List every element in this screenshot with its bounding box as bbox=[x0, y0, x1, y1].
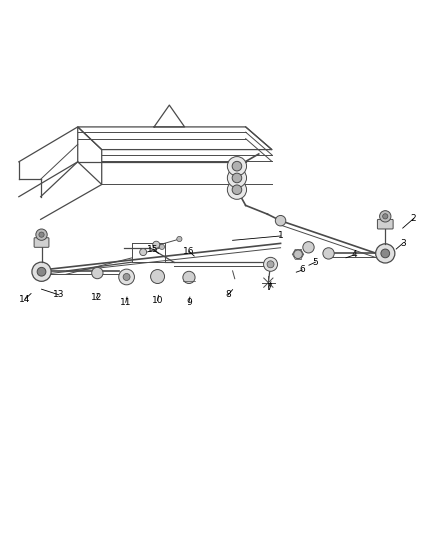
Circle shape bbox=[139, 248, 146, 256]
Text: 11: 11 bbox=[120, 298, 131, 307]
Circle shape bbox=[227, 180, 246, 199]
Text: 5: 5 bbox=[312, 257, 318, 266]
Circle shape bbox=[123, 273, 130, 280]
Text: 9: 9 bbox=[186, 298, 191, 307]
Circle shape bbox=[263, 257, 277, 271]
Circle shape bbox=[118, 269, 134, 285]
Circle shape bbox=[150, 270, 164, 284]
Circle shape bbox=[232, 173, 241, 183]
Circle shape bbox=[227, 157, 246, 176]
Circle shape bbox=[92, 268, 103, 279]
Circle shape bbox=[375, 244, 394, 263]
Text: 7: 7 bbox=[265, 282, 271, 292]
Text: 16: 16 bbox=[183, 247, 194, 256]
Circle shape bbox=[275, 215, 285, 226]
Circle shape bbox=[322, 248, 333, 259]
Text: 4: 4 bbox=[351, 250, 357, 259]
Circle shape bbox=[152, 241, 159, 248]
Text: 2: 2 bbox=[410, 214, 416, 223]
Text: 12: 12 bbox=[91, 293, 102, 302]
Text: 13: 13 bbox=[53, 290, 64, 300]
Circle shape bbox=[159, 244, 164, 249]
Circle shape bbox=[380, 249, 389, 258]
Circle shape bbox=[36, 229, 47, 240]
Circle shape bbox=[232, 161, 241, 171]
Text: 6: 6 bbox=[299, 265, 304, 274]
FancyBboxPatch shape bbox=[377, 220, 392, 229]
Circle shape bbox=[177, 237, 182, 241]
Circle shape bbox=[232, 185, 241, 195]
Circle shape bbox=[32, 262, 51, 281]
Circle shape bbox=[302, 241, 314, 253]
Circle shape bbox=[227, 168, 246, 188]
Text: 15: 15 bbox=[147, 245, 159, 254]
Text: 8: 8 bbox=[225, 290, 230, 300]
Text: 14: 14 bbox=[19, 295, 31, 304]
Text: 10: 10 bbox=[152, 296, 163, 305]
Circle shape bbox=[266, 261, 273, 268]
Text: 3: 3 bbox=[399, 239, 405, 248]
Circle shape bbox=[183, 271, 194, 284]
Circle shape bbox=[37, 268, 46, 276]
Circle shape bbox=[293, 250, 302, 259]
FancyBboxPatch shape bbox=[34, 238, 49, 247]
Text: 1: 1 bbox=[277, 231, 283, 240]
Circle shape bbox=[379, 211, 390, 222]
Circle shape bbox=[382, 214, 387, 219]
Circle shape bbox=[39, 232, 44, 237]
